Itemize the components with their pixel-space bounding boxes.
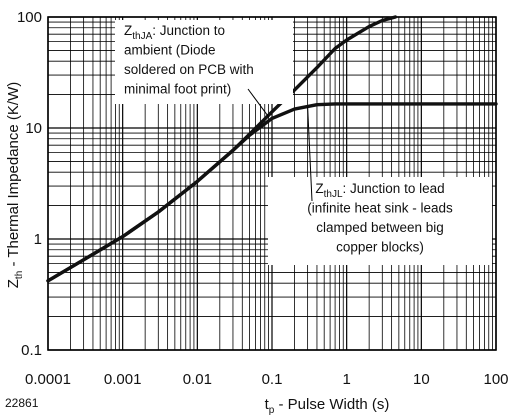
y-tick-label: 10 xyxy=(25,120,42,137)
tick-labels: 0.0001 0.001 0.01 0.1 1 10 100 0.1 1 10 100 xyxy=(17,9,509,388)
x-tick-label: 100 xyxy=(483,371,508,388)
x-tick-label: 0.0001 xyxy=(25,371,71,388)
annotation-line: soldered on PCB with xyxy=(124,62,254,77)
x-tick-label: 0.01 xyxy=(183,371,212,388)
annotation-line: ambient (Diode xyxy=(124,43,216,58)
series-lines xyxy=(46,15,498,283)
x-tick-label: 0.001 xyxy=(104,371,142,388)
annotation-box xyxy=(115,20,293,104)
annotation-jl: ZthJL: Junction to lead(infinite heat si… xyxy=(268,106,492,265)
annotation-box xyxy=(268,177,492,265)
annotation-line: ZthJL: Junction to lead xyxy=(315,181,444,200)
annotation-line: (infinite heat sink - leads xyxy=(307,201,453,216)
y-axis-label: Zth - Thermal Impedance (K/W) xyxy=(5,82,25,288)
plot-frame xyxy=(47,16,497,351)
figure-number: 22861 xyxy=(5,396,39,410)
y-tick-label: 0.1 xyxy=(21,342,42,359)
series-line-zthjl xyxy=(46,102,498,283)
annotation-line: minimal foot print) xyxy=(124,82,231,97)
annotation-leader xyxy=(307,106,313,202)
annotation-leader xyxy=(247,88,269,118)
x-tick-label: 0.1 xyxy=(262,371,283,388)
y-tick-label: 100 xyxy=(17,9,42,26)
x-tick-label: 1 xyxy=(342,371,350,388)
x-tick-label: 10 xyxy=(413,371,430,388)
annotation-line: clamped between big xyxy=(316,220,444,235)
annotation-line: copper blocks) xyxy=(336,240,424,255)
y-tick-label: 1 xyxy=(34,231,42,248)
x-axis-label: tp - Pulse Width (s) xyxy=(265,396,390,416)
annotation-line: ZthJA: Junction to xyxy=(124,23,225,42)
